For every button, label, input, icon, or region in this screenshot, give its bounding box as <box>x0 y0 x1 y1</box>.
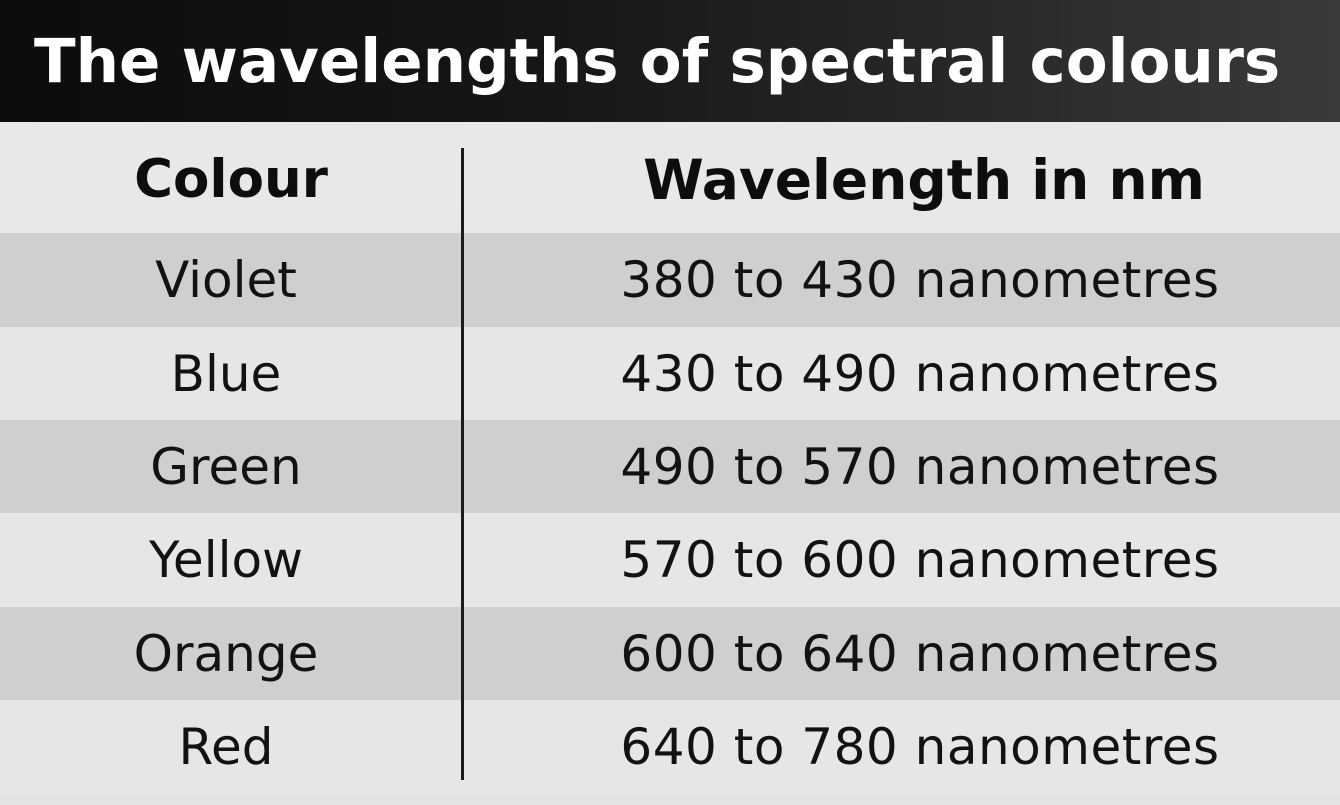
column-header-colour: Colour <box>134 149 328 210</box>
colour-cell: Yellow <box>149 531 303 589</box>
table-row: Blue 430 to 490 nanometres <box>0 327 1340 421</box>
table-row: Orange 600 to 640 nanometres <box>0 607 1340 701</box>
colour-cell: Orange <box>133 625 319 683</box>
colour-cell: Red <box>178 718 274 776</box>
wavelength-cell: 490 to 570 nanometres <box>620 438 1220 496</box>
wavelength-cell: 570 to 600 nanometres <box>620 531 1220 589</box>
table-row: Violet 380 to 430 nanometres <box>0 233 1340 327</box>
column-divider <box>461 148 464 780</box>
colour-cell: Green <box>150 438 302 496</box>
page-title: The wavelengths of spectral colours <box>34 26 1281 97</box>
table-row: Yellow 570 to 600 nanometres <box>0 513 1340 607</box>
column-header-wavelength: Wavelength in nm <box>643 148 1205 212</box>
wavelength-cell: 640 to 780 nanometres <box>620 718 1220 776</box>
wavelength-cell: 430 to 490 nanometres <box>620 345 1220 403</box>
colour-cell: Violet <box>155 251 297 309</box>
table-header-row: Colour Wavelength in nm <box>0 122 1340 233</box>
table-row: Green 490 to 570 nanometres <box>0 420 1340 514</box>
table-row: Red 640 to 780 nanometres <box>0 700 1340 794</box>
title-bar: The wavelengths of spectral colours <box>0 0 1340 122</box>
wavelength-cell: 380 to 430 nanometres <box>620 251 1220 309</box>
colour-cell: Blue <box>170 345 282 403</box>
wavelength-cell: 600 to 640 nanometres <box>620 625 1220 683</box>
